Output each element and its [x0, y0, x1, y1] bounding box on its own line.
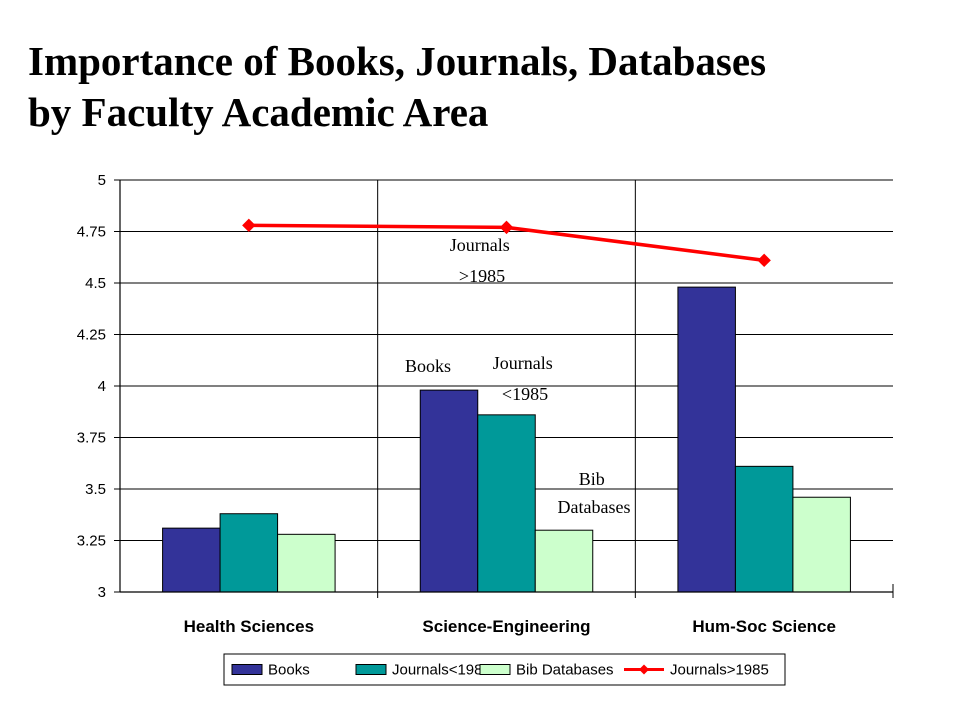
annotation-line: Bib — [579, 469, 605, 489]
annotation-line: Books — [405, 356, 451, 376]
axes: 3 3.25 3.5 3.75 4 4.25 4.5 4.75 5 Health Sciences… — [77, 172, 894, 636]
legend-label: Journals>1985 — [670, 662, 769, 679]
annotation-line: Databases — [558, 497, 631, 517]
bar — [419, 389, 479, 593]
line-point — [757, 253, 771, 268]
line-series — [242, 218, 771, 268]
legend-swatch — [479, 664, 511, 675]
annotation-journals-after-1985: Journals >1985 — [450, 235, 515, 286]
bar — [219, 513, 279, 593]
annotation-bib-databases: Bib Databases — [558, 469, 631, 517]
bar — [534, 529, 594, 593]
y-tick-label: 4.5 — [85, 275, 106, 292]
y-tick-label: 4.75 — [77, 224, 106, 241]
y-tick-label: 3.75 — [77, 430, 106, 447]
legend-label: Bib Databases — [516, 662, 614, 679]
y-tick-label: 3.5 — [85, 481, 106, 498]
chart-title-line-1: Importance of Books, Journals, Databases — [28, 38, 767, 84]
legend-swatch — [231, 664, 263, 675]
y-tick-label: 5 — [98, 172, 106, 189]
legend-marker — [639, 664, 649, 675]
y-tick-label: 4.25 — [77, 327, 106, 344]
annotation-books: Books — [405, 356, 451, 376]
chart-title-line-2: by Faculty Academic Area — [28, 89, 489, 135]
x-tick-label: Science-Engineering — [422, 617, 590, 636]
annotations: Journals >1985 Books Journals <1985 Bib … — [405, 235, 630, 517]
legend-label: Books — [268, 662, 310, 679]
bar — [677, 286, 736, 593]
bar — [792, 496, 851, 593]
bar — [277, 533, 336, 593]
legend-swatch — [355, 664, 387, 675]
legend: Books Journals<1985 Bib Databases Journals>… — [223, 653, 786, 686]
chart-title: Importance of Books, Journals, Databases… — [28, 36, 948, 138]
bars — [162, 286, 851, 593]
y-tick-label: 3 — [98, 584, 106, 601]
annotation-line: Journals — [493, 353, 553, 373]
x-tick-label: Health Sciences — [184, 617, 314, 636]
line-point — [242, 218, 256, 233]
bar — [477, 414, 536, 593]
legend-label: Journals<1985 — [392, 662, 491, 679]
bar — [734, 465, 794, 593]
annotation-line: >1985 — [459, 266, 505, 286]
y-tick-label: 3.25 — [77, 533, 106, 550]
y-tick-label: 4 — [98, 378, 106, 395]
line-point — [499, 220, 514, 235]
annotation-line: Journals — [450, 235, 510, 255]
annotation-journals-before-1985: Journals <1985 — [493, 353, 558, 404]
annotation-line: <1985 — [502, 384, 548, 404]
bar — [162, 527, 221, 593]
x-tick-label: Hum-Soc Science — [692, 617, 836, 636]
